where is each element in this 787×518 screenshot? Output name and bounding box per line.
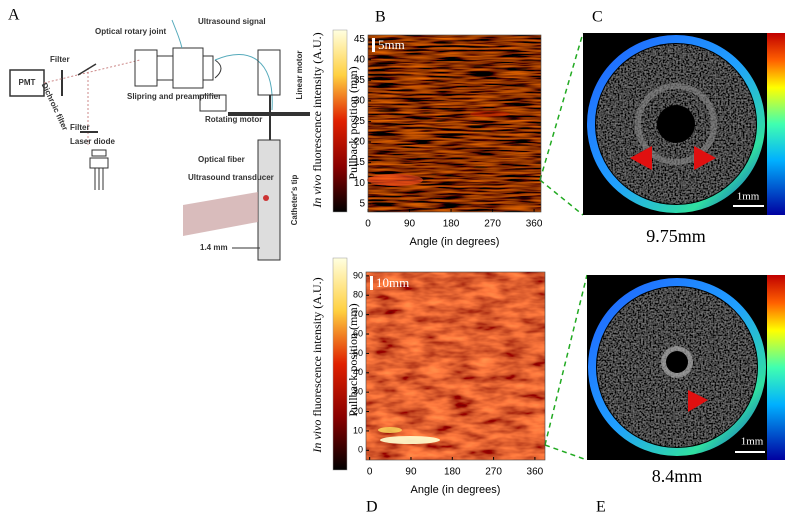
y-tick-label: 10 xyxy=(353,425,363,435)
scale-marker xyxy=(372,38,375,52)
colorbar-label-italic: In vivo xyxy=(310,175,324,209)
scale-label: 1mm xyxy=(741,436,764,448)
scale-marker xyxy=(370,276,373,290)
panel-label: C xyxy=(592,9,603,26)
schematic-label: Laser diode xyxy=(70,137,115,146)
scale-label: 1mm xyxy=(737,191,760,203)
ivus-image xyxy=(583,33,785,215)
schematic-label: Rotating motor xyxy=(205,115,262,124)
schematic-label: 1.4 mm xyxy=(200,243,228,252)
x-tick-label: 270 xyxy=(484,219,501,230)
schematic-label: Dichroic filter xyxy=(40,81,70,132)
schematic-label: Linear motor xyxy=(295,51,304,100)
x-tick-label: 0 xyxy=(365,219,371,230)
y-tick-label: 30 xyxy=(353,387,363,397)
scale-label: 10mm xyxy=(376,275,409,290)
schematic-label: Catheter's tip xyxy=(290,174,299,225)
y-tick-label: 40 xyxy=(354,54,366,65)
panel-label: B xyxy=(375,9,386,26)
x-tick-label: 180 xyxy=(444,467,461,478)
colorbar xyxy=(332,257,348,471)
colorbar-label: In vivo fluorescence intensity (A.U.) xyxy=(310,277,324,453)
x-tick-label: 90 xyxy=(404,219,416,230)
x-tick-label: 90 xyxy=(405,467,417,478)
colorbar xyxy=(332,29,348,213)
y-tick-label: 35 xyxy=(354,75,366,86)
schematic xyxy=(9,19,310,261)
y-tick-label: 20 xyxy=(354,137,366,148)
y-tick-label: 60 xyxy=(353,328,363,338)
schematic-label: PMT xyxy=(19,78,36,87)
y-tick-label: 20 xyxy=(353,406,363,416)
y-tick-label: 0 xyxy=(358,445,363,455)
schematic-label: Filter xyxy=(50,55,70,64)
x-tick-label: 0 xyxy=(367,467,373,478)
y-axis-label: Pullback position (mm) xyxy=(346,303,360,416)
x-tick-label: 180 xyxy=(443,219,460,230)
y-tick-label: 90 xyxy=(353,270,363,280)
y-axis-label: Pullback position (mm) xyxy=(346,66,360,179)
connector xyxy=(539,32,588,461)
panel-label: D xyxy=(366,499,378,516)
y-tick-label: 50 xyxy=(353,348,363,358)
scale-label: 5mm xyxy=(378,37,405,52)
caption: 8.4mm xyxy=(652,466,703,486)
x-axis-label: Angle (in degrees) xyxy=(410,236,500,248)
y-tick-label: 70 xyxy=(353,309,363,319)
x-axis-label: Angle (in degrees) xyxy=(411,484,501,496)
y-tick-label: 80 xyxy=(353,290,363,300)
caption: 9.75mm xyxy=(646,226,706,246)
y-tick-label: 45 xyxy=(354,34,366,45)
panel-label: E xyxy=(596,499,606,516)
x-tick-label: 360 xyxy=(526,219,543,230)
y-tick-label: 5 xyxy=(359,198,365,209)
schematic-label: Ultrasound signal xyxy=(198,17,266,26)
heatmap-image xyxy=(366,35,545,460)
ivus-image xyxy=(587,275,785,460)
colorbar-label-text: fluorescence intensity (A.U.) xyxy=(310,277,324,416)
plot-frame xyxy=(367,34,542,213)
schematic-label: Slipring and preamplifier xyxy=(127,92,221,101)
y-tick-label: 15 xyxy=(354,157,366,168)
schematic-label: Optical rotary joint xyxy=(95,27,166,36)
panel-label: A xyxy=(8,7,20,24)
schematic-label: Optical fiber xyxy=(198,155,245,164)
plot-frame xyxy=(365,271,546,461)
y-tick-label: 40 xyxy=(353,367,363,377)
schematic-label: Ultrasound transducer xyxy=(188,173,274,182)
x-tick-label: 270 xyxy=(485,467,502,478)
colorbar-label-text: fluorescence intensity (A.U.) xyxy=(310,32,324,171)
schematic-label: Filter xyxy=(70,123,90,132)
x-tick-label: 360 xyxy=(527,467,544,478)
colorbar-label: In vivo fluorescence intensity (A.U.) xyxy=(310,32,324,208)
y-tick-label: 30 xyxy=(354,96,366,107)
y-tick-label: 10 xyxy=(354,178,366,189)
colorbar-label-italic: In vivo xyxy=(310,420,324,454)
y-tick-label: 25 xyxy=(354,116,366,127)
